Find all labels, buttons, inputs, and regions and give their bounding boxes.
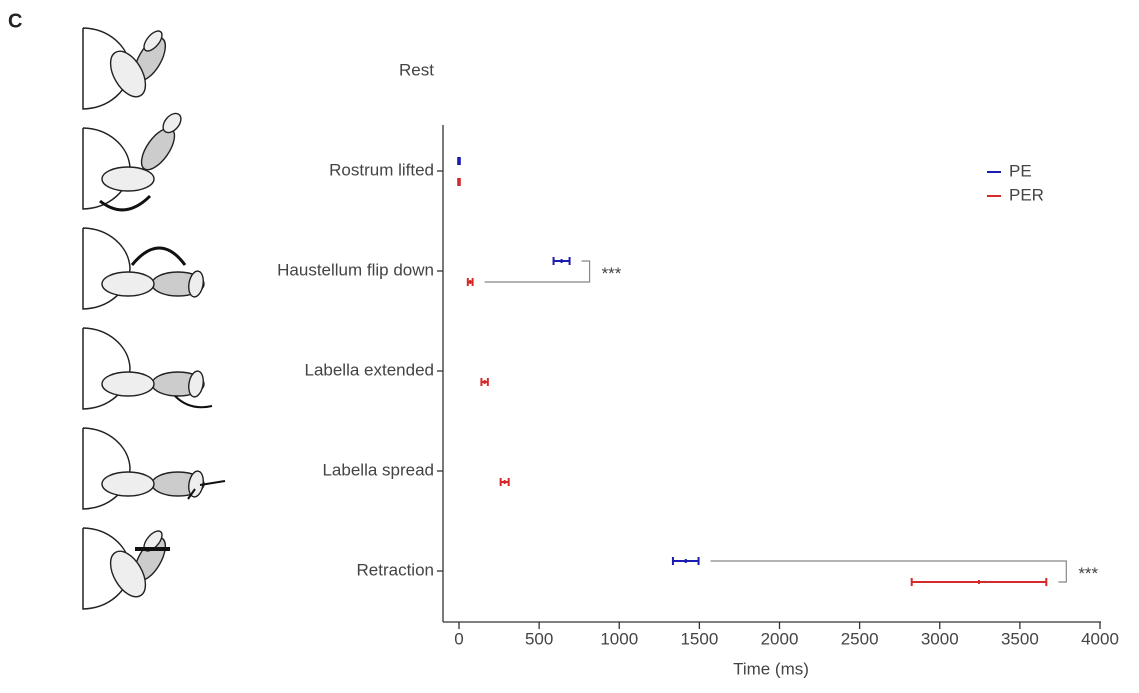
panel-label: C <box>8 10 22 32</box>
icon-head <box>82 427 131 510</box>
icon-part <box>101 471 155 497</box>
x-tick-label: 500 <box>525 629 553 648</box>
y-tick-label: Rest <box>399 60 434 79</box>
icon-arrow <box>130 246 187 266</box>
icon-arrow <box>174 395 213 409</box>
icon-part <box>162 112 182 134</box>
y-tick-label: Rostrum lifted <box>329 160 434 179</box>
x-axis-label: Time (ms) <box>733 659 809 678</box>
significance-bracket <box>710 560 1067 583</box>
error-bar <box>499 478 510 486</box>
icon-part <box>109 50 147 98</box>
significance-label: *** <box>602 264 622 283</box>
icon-arrow <box>187 480 226 500</box>
icon-part <box>101 371 155 397</box>
error-bar <box>552 257 571 265</box>
icon-part <box>143 30 163 52</box>
y-tick-label: Labella extended <box>304 360 434 379</box>
error-bar <box>457 178 461 186</box>
error-bar <box>457 157 461 165</box>
x-tick-label: 2000 <box>761 629 799 648</box>
x-tick-label: 3000 <box>921 629 959 648</box>
error-bar <box>466 278 474 286</box>
error-bar <box>480 378 489 386</box>
significance-label: *** <box>1078 564 1098 583</box>
legend-label: PE <box>1009 161 1032 180</box>
x-tick-label: 1000 <box>600 629 638 648</box>
icon-head <box>82 227 131 310</box>
icon-part <box>109 550 147 598</box>
x-tick-label: 3500 <box>1001 629 1039 648</box>
y-tick-label: Haustellum flip down <box>277 260 434 279</box>
x-tick-label: 4000 <box>1081 629 1119 648</box>
x-tick-label: 2500 <box>841 629 879 648</box>
x-tick-label: 0 <box>454 629 463 648</box>
icon-part <box>188 370 204 398</box>
significance-bracket <box>484 260 591 283</box>
legend-label: PER <box>1009 185 1044 204</box>
error-bar <box>910 578 1048 586</box>
y-tick-label: Labella spread <box>322 460 434 479</box>
icon-part <box>101 271 155 297</box>
error-bar <box>671 557 700 565</box>
icon-arrow <box>99 194 152 212</box>
icon-part <box>188 270 204 298</box>
icon-part <box>101 166 155 192</box>
y-tick-label: Retraction <box>357 560 434 579</box>
icon-head <box>82 327 131 410</box>
x-tick-label: 1500 <box>680 629 718 648</box>
